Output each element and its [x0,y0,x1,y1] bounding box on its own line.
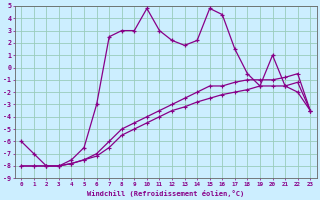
X-axis label: Windchill (Refroidissement éolien,°C): Windchill (Refroidissement éolien,°C) [87,190,244,197]
